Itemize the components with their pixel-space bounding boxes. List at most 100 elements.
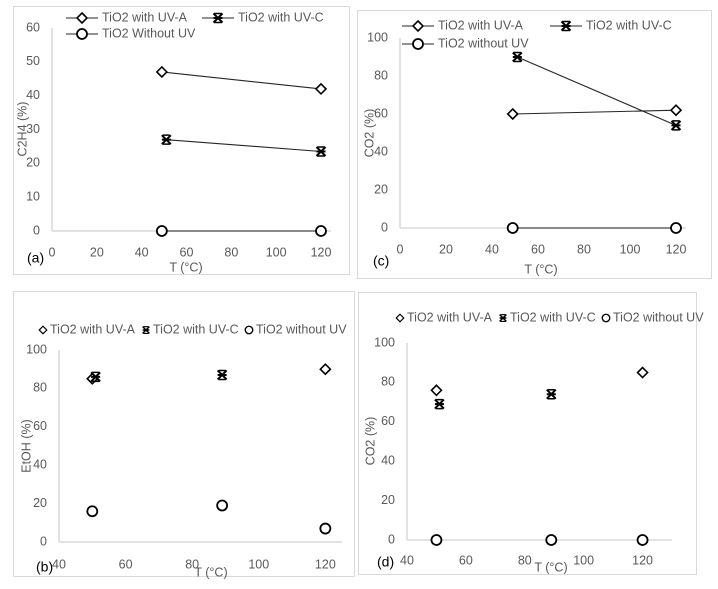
legend-marker-asterisk	[499, 314, 507, 322]
asterisk-marker-cap	[513, 51, 521, 63]
panel-label: (b)	[36, 559, 53, 575]
y-tick-label: 20	[381, 493, 395, 507]
data-point-circle	[670, 222, 682, 234]
series-asterisk	[161, 134, 327, 157]
y-tick-label: 80	[374, 68, 388, 82]
legend-marker-asterisk	[142, 326, 150, 334]
y-tick-label: 40	[33, 457, 47, 471]
series-line	[166, 139, 322, 153]
diamond-marker-shape	[669, 104, 683, 117]
legend-item: TiO2 without UV	[402, 36, 529, 50]
y-tick-label: 0	[388, 532, 395, 546]
data-point-diamond	[636, 366, 649, 379]
x-tick-label: 0	[49, 245, 56, 259]
series-line	[517, 56, 677, 126]
data-point-asterisk	[434, 398, 445, 410]
circle-marker-shape	[216, 499, 229, 512]
x-tick-label: 40	[400, 553, 414, 567]
legend-marker-circle	[601, 313, 611, 323]
legend-marker-asterisk	[212, 12, 224, 24]
circle-marker-shape	[76, 28, 88, 40]
circle-marker-shape	[319, 522, 332, 535]
asterisk-marker-cap	[214, 12, 222, 24]
asterisk-marker-cap	[435, 398, 443, 410]
data-point-circle	[506, 222, 519, 234]
x-tick-label: 120	[315, 557, 336, 571]
x-tick-label: 60	[459, 553, 473, 567]
legend-label: TiO2 with UV-C	[238, 10, 324, 24]
data-point-asterisk	[216, 369, 228, 381]
legend-item: TiO2 with UV-A	[38, 322, 136, 336]
series-circle	[155, 225, 327, 237]
legend-marker-diamond	[38, 325, 48, 335]
asterisk-marker-cap	[547, 388, 555, 400]
x-tick-label: 120	[632, 553, 653, 567]
x-tick-label: 40	[135, 245, 149, 259]
chart-panel-b: 0 20 40 60 80 100 40 60 80 100 120 T (°C) EtOH (%) (b…	[13, 291, 355, 579]
y-axis-title: CO2 (%)	[363, 417, 377, 466]
data-point-asterisk	[512, 51, 523, 63]
asterisk-marker-cap	[672, 120, 680, 131]
asterisk-marker-shape	[212, 12, 224, 24]
circle-marker-shape	[545, 534, 558, 546]
asterisk-marker-shape	[546, 389, 557, 400]
chart-panel-c: 0 20 40 60 80 100 0 20 40 60 80 100 120 T (°C) CO2 (%)…	[357, 10, 712, 279]
x-tick-label: 60	[531, 242, 545, 256]
y-tick-label: 20	[26, 156, 40, 170]
diamond-marker-shape	[155, 65, 168, 79]
data-point-circle	[86, 505, 99, 518]
x-tick-label: 100	[266, 245, 287, 259]
asterisk-marker-cap	[500, 314, 506, 322]
y-tick-label: 20	[374, 182, 388, 196]
y-tick-label: 40	[374, 144, 388, 158]
legend-label: TiO2 with UV-A	[438, 18, 524, 32]
y-tick-label: 100	[374, 335, 395, 349]
legend-item: TiO2 with UV-A	[395, 310, 493, 324]
legend-marker-circle	[412, 38, 424, 50]
series-line	[161, 71, 322, 90]
legend-marker-asterisk	[560, 20, 572, 32]
data-point-circle	[430, 534, 443, 546]
chart-frame	[13, 291, 355, 577]
asterisk-marker-shape	[434, 398, 445, 410]
y-tick-label: 40	[26, 88, 40, 102]
asterisk-marker-cap	[317, 146, 325, 157]
circle-marker-shape	[670, 222, 682, 234]
x-tick-label: 100	[573, 553, 594, 567]
legend-item: TiO2 without UV	[601, 310, 704, 324]
legend-item: TiO2 without UV	[244, 322, 347, 336]
x-tick-label: 100	[248, 557, 269, 571]
series-diamond	[506, 104, 683, 121]
legend-item: TiO2 with UV-A	[66, 10, 188, 24]
circle-marker-shape	[155, 225, 168, 237]
x-axis-title: T (°C)	[534, 560, 567, 574]
legend-marker-circle	[76, 28, 88, 40]
legend-label: TiO2 with UV-A	[50, 322, 136, 336]
legend: TiO2 with UV-A TiO2 with UV-C TiO2 without…	[38, 322, 347, 336]
y-tick-label: 60	[381, 414, 395, 428]
y-tick-label: 60	[26, 20, 40, 34]
y-tick-label: 30	[26, 122, 40, 136]
legend-marker-diamond	[75, 11, 89, 25]
series-asterisk	[434, 388, 557, 410]
legend-label: TiO2 with UV-A	[102, 10, 188, 24]
legend-label: TiO2 with UV-A	[407, 310, 493, 324]
x-tick-label: 80	[185, 557, 199, 571]
legend: TiO2 with UV-A TiO2 with UV-C TiO2 without…	[395, 310, 704, 324]
x-tick-label: 80	[577, 242, 591, 256]
circle-marker-shape	[506, 222, 519, 234]
chart-frame	[358, 292, 697, 575]
legend-item: TiO2 with UV-A	[402, 18, 524, 32]
legend-label: TiO2 without UV	[438, 36, 529, 50]
legend-label: TiO2 with UV-C	[510, 310, 596, 324]
series-circle	[86, 499, 332, 535]
series-diamond	[430, 366, 649, 397]
y-axis-title: C2H4 (%)	[15, 102, 29, 157]
x-axis-title: T (°C)	[194, 565, 227, 579]
x-axis-title: T (°C)	[169, 260, 202, 274]
asterisk-marker-cap	[218, 369, 226, 381]
diamond-marker-shape	[314, 82, 328, 96]
x-tick-label: 60	[119, 557, 133, 571]
legend-label: TiO2 with UV-C	[153, 322, 239, 336]
x-tick-label: 40	[52, 557, 66, 571]
